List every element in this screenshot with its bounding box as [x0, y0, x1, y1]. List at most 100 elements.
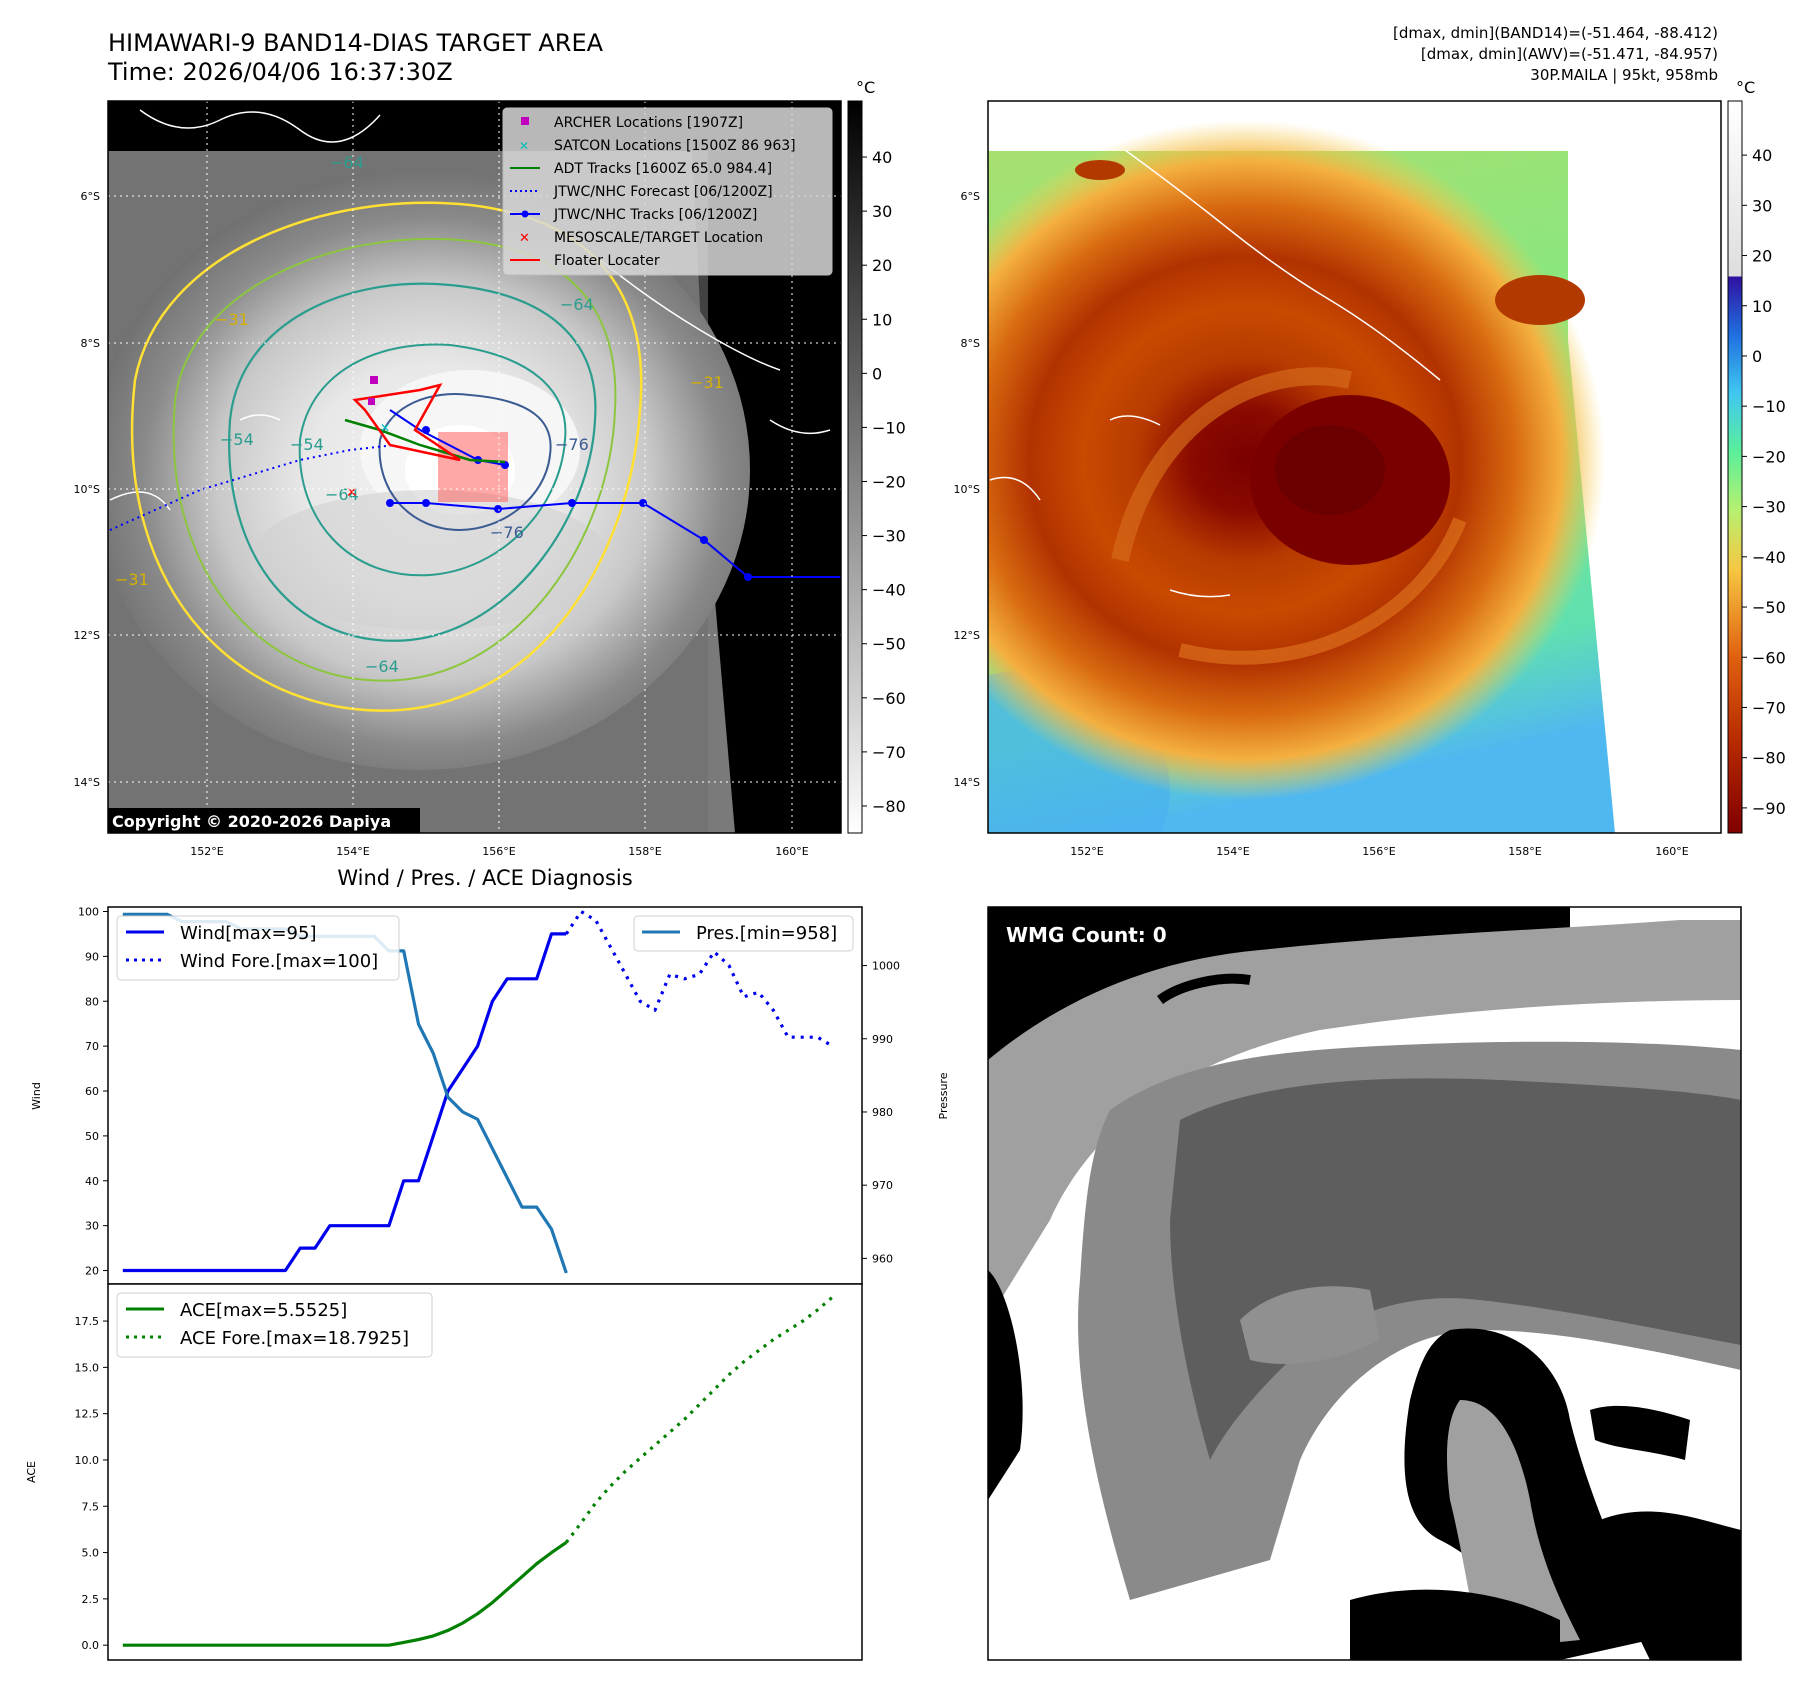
- archer-legend-icon: [521, 117, 529, 125]
- contour-label: −31: [690, 373, 724, 392]
- info-line-3: 30P.MAILA | 95kt, 958mb: [1530, 66, 1718, 84]
- wind-y-tick-label: 30: [85, 1220, 99, 1233]
- lat-label: 8°S: [81, 337, 100, 350]
- ir-colorbar-tick-label: −40: [872, 581, 906, 600]
- lon-label: 160°E: [1655, 845, 1688, 858]
- ace-chart: 0.0 2.5 5.0 7.5 10.0 12.5 15.0 17.5 ACE ACE[max…: [25, 1283, 863, 1661]
- wind-forecast-legend-label: Wind Fore.[max=100]: [180, 951, 378, 972]
- ir-colorbar-tick-label: 10: [872, 310, 892, 329]
- ir-colorbar: °C 40 30 20 10 0 −10 −20 −30 −40 −50 −60 −70 −80: [847, 78, 906, 834]
- ir-colorbar-tick-label: −60: [872, 689, 906, 708]
- lat-label: 10°S: [74, 483, 100, 496]
- lon-label: 156°E: [482, 845, 515, 858]
- lat-label: 12°S: [954, 629, 980, 642]
- ir-colorbar-tick-label: −70: [872, 743, 906, 762]
- awv-panel: 6°S 8°S 10°S 12°S 14°S 152°E 154°E 156°E…: [954, 78, 1786, 858]
- wind-series-line: [122, 932, 567, 1273]
- ir-colorbar-tick-label: −10: [872, 418, 906, 437]
- diagnosis-title: Wind / Pres. / ACE Diagnosis: [337, 866, 632, 890]
- contour-label: −54: [220, 430, 254, 449]
- ir-legend: ARCHER Locations [1907Z] ✕ SATCON Locati…: [502, 107, 833, 276]
- awv-colorbar-tick-label: −60: [1752, 648, 1786, 667]
- awv-colorbar-tick-label: −80: [1752, 749, 1786, 768]
- awv-colorbar-tick-label: 30: [1752, 196, 1772, 215]
- pressure-y-tick-label: 980: [872, 1106, 893, 1119]
- ir-colorbar-unit: °C: [856, 78, 875, 97]
- ir-colorbar-tick-label: 30: [872, 202, 892, 221]
- awv-colorbar-tick-label: −90: [1752, 799, 1786, 818]
- ace-series-line: [122, 1541, 568, 1647]
- wind-legend: Wind[max=95] Wind Fore.[max=100]: [116, 915, 400, 981]
- ir-colorbar-tick-label: −50: [872, 635, 906, 654]
- ace-y-tick-label: 7.5: [82, 1500, 100, 1513]
- lat-label: 14°S: [74, 776, 100, 789]
- title-line-1: HIMAWARI-9 BAND14-DIAS TARGET AREA: [108, 29, 604, 57]
- awv-imagery: [988, 101, 1721, 833]
- lat-label: 12°S: [74, 629, 100, 642]
- awv-colorbar-tick-label: 20: [1752, 247, 1772, 266]
- legend-item: ADT Tracks [1600Z 65.0 984.4]: [554, 161, 772, 177]
- ir-colorbar-tick-label: −80: [872, 797, 906, 816]
- pressure-y-tick-label: 960: [872, 1252, 893, 1265]
- pressure-y-tick-label: 1000: [872, 960, 900, 973]
- awv-colorbar-unit: °C: [1736, 78, 1755, 97]
- wind-y-tick-label: 90: [85, 950, 99, 963]
- pressure-axis-label: Pressure: [937, 1072, 950, 1119]
- wmg-imagery: [988, 907, 1741, 1660]
- awv-colorbar-tick-label: −30: [1752, 498, 1786, 517]
- wind-y-tick-label: 20: [85, 1265, 99, 1278]
- lat-label: 6°S: [81, 190, 100, 203]
- ir-colorbar-tick-label: 40: [872, 148, 892, 167]
- info-line-1: [dmax, dmin](BAND14)=(-51.464, -88.412): [1393, 24, 1718, 42]
- ace-y-tick-label: 2.5: [82, 1593, 100, 1606]
- ace-forecast-legend-label: ACE Fore.[max=18.7925]: [180, 1328, 409, 1349]
- legend-item: ARCHER Locations [1907Z]: [554, 115, 743, 131]
- ace-legend: ACE[max=5.5525] ACE Fore.[max=18.7925]: [116, 1292, 433, 1358]
- lat-label: 14°S: [954, 776, 980, 789]
- info-line-2: [dmax, dmin](AWV)=(-51.471, -84.957): [1421, 45, 1718, 63]
- awv-colorbar: °C 40 30 20 10 0 −10 −20 −30 −40 −50 −60 −70 −80 −90: [1727, 78, 1786, 834]
- target-legend-icon: ✕: [519, 231, 530, 246]
- legend-item: SATCON Locations [1500Z 86 963]: [554, 138, 796, 154]
- wind-forecast-series-line: [564, 909, 834, 1048]
- wind-axis-label: Wind: [30, 1082, 43, 1110]
- ace-y-tick-label: 0.0: [82, 1639, 100, 1652]
- awv-colorbar-tick-label: −50: [1752, 598, 1786, 617]
- lat-label: 6°S: [961, 190, 980, 203]
- awv-colorbar-tick-label: −70: [1752, 698, 1786, 717]
- ace-y-tick-label: 12.5: [75, 1408, 100, 1421]
- wind-y-tick-label: 100: [78, 905, 99, 918]
- ace-forecast-series-line: [565, 1295, 834, 1544]
- ir-colorbar-tick-label: −20: [872, 473, 906, 492]
- lon-label: 158°E: [1508, 845, 1541, 858]
- legend-item: JTWC/NHC Tracks [06/1200Z]: [553, 207, 757, 223]
- wind-pressure-chart: 20 30 40 50 60 70 80 90 100 960 970 980 990 1000 Wind…: [30, 905, 950, 1285]
- ace-y-tick-label: 15.0: [75, 1361, 100, 1374]
- svg-text:✕: ✕: [346, 485, 358, 501]
- title-line-2: Time: 2026/04/06 16:37:30Z: [107, 58, 453, 86]
- ace-y-tick-label: 10.0: [75, 1454, 100, 1467]
- legend-item: JTWC/NHC Forecast [06/1200Z]: [553, 184, 773, 200]
- lat-label: 10°S: [954, 483, 980, 496]
- pressure-legend-label: Pres.[min=958]: [696, 923, 837, 944]
- contour-label: −64: [365, 657, 399, 676]
- awv-colorbar-tick-label: −20: [1752, 447, 1786, 466]
- contour-label: −64: [325, 485, 359, 504]
- ace-y-tick-label: 5.0: [82, 1547, 100, 1560]
- awv-colorbar-tick-label: −40: [1752, 548, 1786, 567]
- contour-label: −31: [115, 570, 149, 589]
- pressure-y-tick-label: 970: [872, 1179, 893, 1192]
- contour-label: −76: [490, 523, 524, 542]
- lon-label: 156°E: [1362, 845, 1395, 858]
- ir-colorbar-tick-label: 20: [872, 256, 892, 275]
- ace-y-tick-label: 17.5: [75, 1315, 100, 1328]
- ir-panel: −64 −31 −54 −54 −64 −76 −31 −64 −31 −64 …: [74, 78, 906, 858]
- satcon-legend-icon: ✕: [519, 139, 529, 153]
- pressure-legend: Pres.[min=958]: [633, 915, 854, 952]
- contour-label: −64: [330, 153, 364, 172]
- lon-label: 158°E: [628, 845, 661, 858]
- awv-colorbar-tick-label: 40: [1752, 146, 1772, 165]
- ir-colorbar-tick-label: 0: [872, 364, 882, 383]
- ace-axis-label: ACE: [25, 1461, 38, 1483]
- wind-y-tick-label: 70: [85, 1040, 99, 1053]
